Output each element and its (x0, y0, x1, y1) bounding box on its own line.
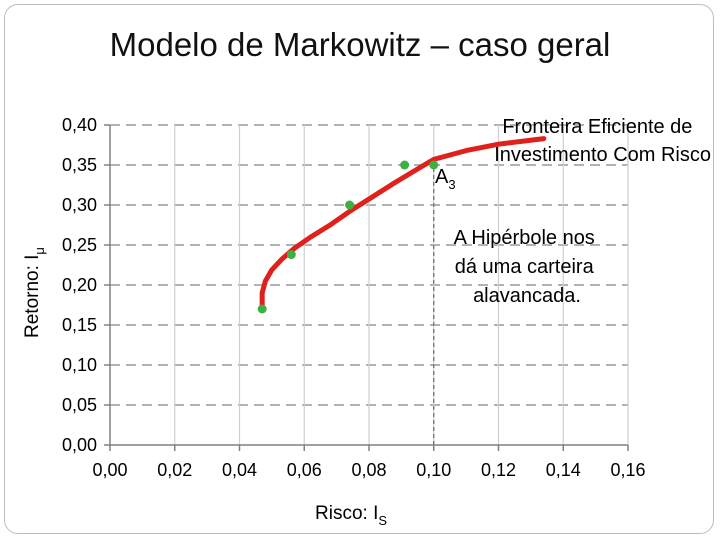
x-tick-label: 0,16 (610, 460, 645, 480)
x-tick-label: 0,02 (157, 460, 192, 480)
tick-labels: 0,00 0,05 0,10 0,15 0,20 0,25 0,30 0,35 0,40 0,00… (62, 115, 646, 480)
x-tick-label: 0,08 (351, 460, 386, 480)
portfolio-point (286, 250, 296, 260)
x-axis-title: Risco: IS (315, 503, 387, 528)
frontier-annotation: Fronteira Eficiente de Investimento Com … (494, 116, 711, 166)
hyperbola-annotation: A Hipérbole nos dá uma carteira alavanca… (454, 227, 601, 307)
y-tick-label: 0,15 (62, 315, 97, 335)
y-axis-title: Retorno: Iμ (22, 247, 47, 338)
x-axis-title-main: Risco: I (315, 503, 378, 524)
a3-label-sub: 3 (448, 177, 455, 192)
portfolio-point (257, 304, 267, 314)
y-tick-label: 0,25 (62, 235, 97, 255)
y-tick-label: 0,00 (62, 435, 97, 455)
portfolio-point (429, 160, 439, 170)
x-tick-label: 0,12 (481, 460, 516, 480)
y-tick-label: 0,40 (62, 115, 97, 135)
portfolio-point (400, 160, 410, 170)
a3-label-main: A (435, 166, 449, 188)
frontier-annotation-line-1: Fronteira Eficiente de (502, 116, 692, 138)
x-tick-label: 0,10 (416, 460, 451, 480)
series (257, 136, 547, 314)
frontier-annotation-line-2: Investimento Com Risco (494, 144, 711, 166)
hyperbola-annotation-line-2: dá uma carteira (455, 256, 595, 278)
slide-frame (4, 4, 714, 534)
y-axis-title-main: Retorno: I (22, 255, 43, 338)
portfolio-point (345, 200, 355, 210)
axes (104, 124, 629, 451)
hyperbola-annotation-line-1: A Hipérbole nos (454, 227, 595, 249)
x-tick-label: 0,04 (222, 460, 257, 480)
efficient-frontier-line (259, 136, 547, 312)
a3-label: A3 (435, 166, 456, 192)
x-tick-label: 0,00 (92, 460, 127, 480)
y-axis-title-sub: μ (32, 247, 47, 255)
y-tick-label: 0,35 (62, 155, 97, 175)
x-axis-title-sub: S (378, 513, 387, 528)
x-tick-label: 0,06 (287, 460, 322, 480)
slide-title: Modelo de Markowitz – caso geral (109, 26, 611, 63)
x-tick-label: 0,14 (546, 460, 581, 480)
y-tick-label: 0,05 (62, 395, 97, 415)
y-tick-label: 0,20 (62, 275, 97, 295)
y-tick-label: 0,10 (62, 355, 97, 375)
hyperbola-annotation-line-3: alavancada. (473, 285, 581, 307)
y-tick-label: 0,30 (62, 195, 97, 215)
